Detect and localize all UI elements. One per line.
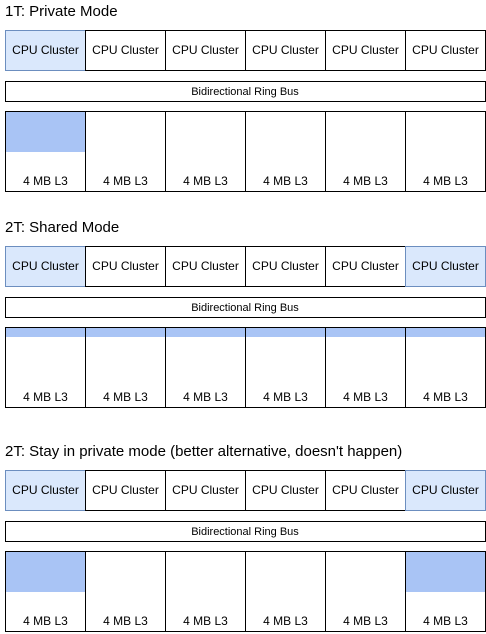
cpu-cluster-box [405,246,486,287]
l3-cache-usage [246,328,325,337]
l3-cache-label: 4 MB L3 [23,174,68,188]
l3-cache-label: 4 MB L3 [343,390,388,404]
cpu-cluster-box [85,246,166,287]
l3-cache-box [325,551,406,632]
l3-cache-label: 4 MB L3 [423,174,468,188]
cpu-cluster-box [325,246,406,287]
cpu-cluster-box [245,470,326,511]
l3-cache-usage [6,328,85,337]
l3-cache-label: 4 MB L3 [423,614,468,628]
cpu-cluster-box [85,470,166,511]
l3-cache-box [85,551,166,632]
l3-cache-usage [6,112,85,152]
cpu-cluster-box [5,246,86,287]
l3-cache-label: 4 MB L3 [103,614,148,628]
l3-cache-label: 4 MB L3 [183,174,228,188]
cpu-cluster-label: CPU Cluster [412,483,479,497]
cpu-cluster-label: CPU Cluster [92,483,159,497]
cpu-cluster-label: CPU Cluster [252,43,319,57]
l3-cache-box [85,111,166,192]
l3-cache-box [245,111,326,192]
l3-cache-label: 4 MB L3 [103,390,148,404]
l3-cache-box [325,327,406,408]
cpu-cluster-label: CPU Cluster [332,483,399,497]
l3-cache-label: 4 MB L3 [343,614,388,628]
cpu-cluster-box [325,30,406,71]
l3-cache-usage [6,552,85,592]
l3-cache-usage [406,552,485,592]
l3-cache-label: 4 MB L3 [263,390,308,404]
cpu-cluster-box [85,30,166,71]
cpu-cluster-label: CPU Cluster [172,259,239,273]
l3-cache-label: 4 MB L3 [263,174,308,188]
section-title: 2T: Shared Mode [5,219,119,236]
cpu-cluster-box [165,470,246,511]
l3-cache-label: 4 MB L3 [343,174,388,188]
l3-cache-box [405,327,486,408]
cpu-cluster-box [405,470,486,511]
l3-cache-box [245,551,326,632]
l3-cache-label: 4 MB L3 [263,614,308,628]
l3-cache-usage [406,328,485,337]
cpu-cluster-label: CPU Cluster [12,43,79,57]
cpu-cluster-label: CPU Cluster [252,483,319,497]
l3-cache-label: 4 MB L3 [423,390,468,404]
cpu-cluster-box [405,30,486,71]
l3-cache-box [165,111,246,192]
section-title: 2T: Stay in private mode (better alterna… [5,443,402,460]
l3-cache-label: 4 MB L3 [23,390,68,404]
cpu-cluster-label: CPU Cluster [332,259,399,273]
l3-cache-box [165,551,246,632]
l3-cache-usage [166,328,245,337]
l3-cache-label: 4 MB L3 [183,614,228,628]
cpu-cluster-label: CPU Cluster [412,259,479,273]
cpu-cluster-box [325,470,406,511]
ring-bus-label: Bidirectional Ring Bus [191,526,299,538]
l3-cache-label: 4 MB L3 [23,614,68,628]
cpu-cluster-label: CPU Cluster [332,43,399,57]
ring-bus-label: Bidirectional Ring Bus [191,302,299,314]
cpu-cluster-label: CPU Cluster [172,43,239,57]
cpu-cluster-box [5,30,86,71]
cpu-cluster-box [165,246,246,287]
cpu-cluster-box [245,246,326,287]
cpu-cluster-label: CPU Cluster [412,43,479,57]
ring-bus-label: Bidirectional Ring Bus [191,86,299,98]
l3-cache-box [325,111,406,192]
l3-cache-usage [326,328,405,337]
cpu-cluster-label: CPU Cluster [172,483,239,497]
cpu-cluster-label: CPU Cluster [12,259,79,273]
l3-cache-label: 4 MB L3 [183,390,228,404]
l3-cache-box [165,327,246,408]
l3-cache-box [405,111,486,192]
section-title: 1T: Private Mode [5,3,118,20]
l3-cache-label: 4 MB L3 [103,174,148,188]
cpu-cluster-label: CPU Cluster [92,43,159,57]
cpu-cluster-label: CPU Cluster [92,259,159,273]
l3-cache-usage [86,328,165,337]
cpu-cluster-box [165,30,246,71]
cpu-cluster-label: CPU Cluster [252,259,319,273]
cpu-cluster-label: CPU Cluster [12,483,79,497]
